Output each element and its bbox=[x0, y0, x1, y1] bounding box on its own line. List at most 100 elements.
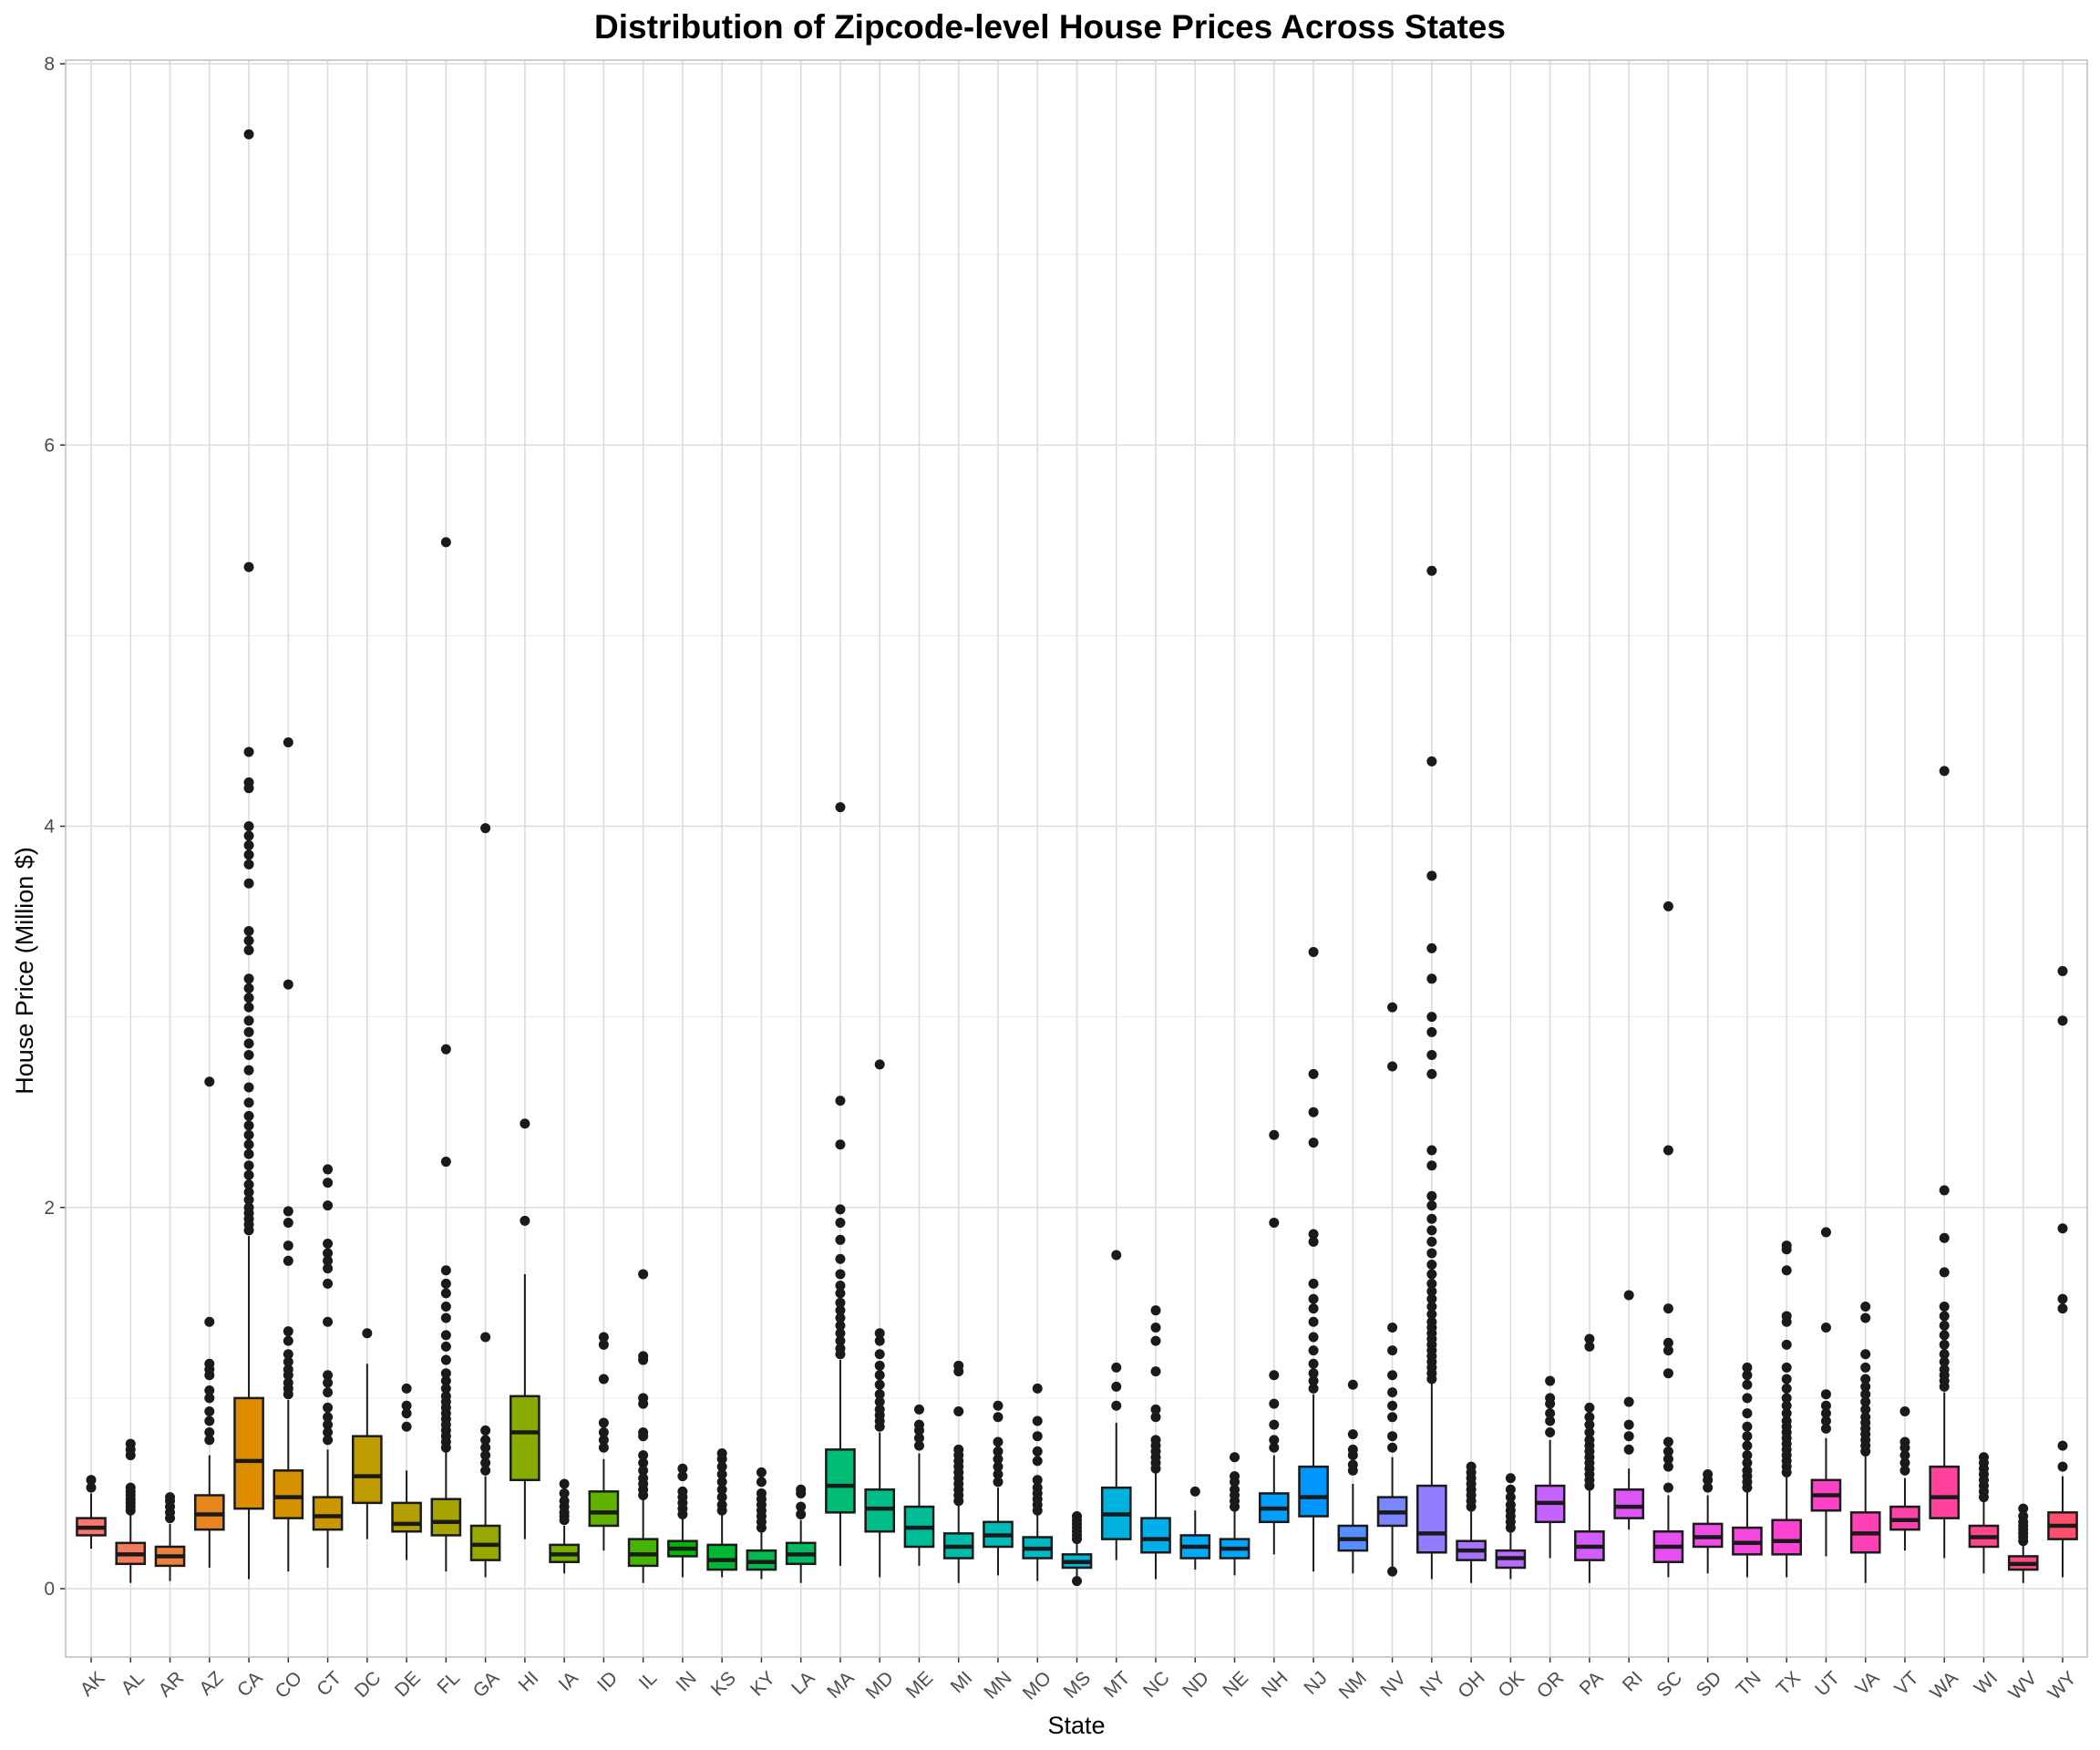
outlier-point bbox=[638, 1427, 649, 1438]
outlier-point bbox=[440, 1265, 451, 1276]
outlier-point bbox=[1111, 1362, 1122, 1373]
outlier-point bbox=[1939, 1330, 1950, 1341]
outlier-point bbox=[598, 1427, 609, 1438]
outlier-point bbox=[1939, 1301, 1950, 1312]
outlier-point bbox=[1505, 1473, 1516, 1484]
outlier-point bbox=[677, 1471, 688, 1482]
box-WI bbox=[1968, 1452, 2000, 1574]
outlier-point bbox=[204, 1427, 215, 1438]
outlier-point bbox=[323, 1263, 334, 1274]
outlier-point bbox=[1426, 1269, 1437, 1280]
outlier-point bbox=[1150, 1366, 1161, 1377]
outlier-point bbox=[835, 1328, 846, 1339]
outlier-point bbox=[913, 1440, 924, 1451]
outlier-point bbox=[323, 1164, 334, 1175]
box-AZ bbox=[193, 1076, 225, 1568]
outlier-point bbox=[1230, 1484, 1240, 1495]
box-OR bbox=[1534, 1375, 1566, 1559]
outlier-point bbox=[1939, 1349, 1950, 1360]
outlier-point bbox=[480, 1450, 491, 1461]
outlier-point bbox=[1387, 1002, 1398, 1013]
outlier-point bbox=[874, 1059, 885, 1070]
outlier-point bbox=[874, 1404, 885, 1415]
outlier-point bbox=[440, 1375, 451, 1386]
box-ND bbox=[1179, 1486, 1211, 1570]
outlier-point bbox=[1662, 1145, 1673, 1156]
outlier-point bbox=[2057, 1293, 2068, 1304]
outlier-point bbox=[1781, 1383, 1792, 1394]
outlier-point bbox=[243, 1097, 254, 1108]
y-tick-label: 0 bbox=[44, 1579, 55, 1600]
iqr-box bbox=[1416, 1484, 1447, 1554]
outlier-point bbox=[1426, 1316, 1437, 1327]
outlier-point bbox=[440, 537, 451, 548]
outlier-point bbox=[1308, 1375, 1319, 1386]
outlier-point bbox=[1426, 1068, 1437, 1079]
outlier-point bbox=[796, 1484, 807, 1495]
outlier-point bbox=[1939, 1339, 1950, 1350]
outlier-point bbox=[440, 1278, 451, 1289]
outlier-point bbox=[323, 1387, 334, 1398]
box-NY bbox=[1416, 565, 1447, 1580]
outlier-point bbox=[480, 1457, 491, 1468]
outlier-point bbox=[1623, 1396, 1634, 1407]
outlier-point bbox=[243, 993, 254, 1004]
outlier-point bbox=[283, 1240, 293, 1251]
box-VT bbox=[1889, 1406, 1920, 1551]
outlier-point bbox=[716, 1448, 727, 1459]
outlier-point bbox=[1662, 901, 1673, 911]
outlier-point bbox=[1150, 1404, 1161, 1415]
outlier-point bbox=[598, 1339, 609, 1350]
outlier-point bbox=[1742, 1362, 1753, 1373]
outlier-point bbox=[1150, 1322, 1161, 1333]
outlier-point bbox=[1662, 1482, 1673, 1493]
box-DE bbox=[391, 1383, 422, 1560]
iqr-box bbox=[1613, 1488, 1644, 1519]
box-GA bbox=[469, 823, 501, 1578]
outlier-point bbox=[243, 746, 254, 757]
outlier-point bbox=[1308, 1107, 1319, 1117]
outlier-point bbox=[440, 1301, 451, 1312]
outlier-point bbox=[1426, 1012, 1437, 1023]
outlier-point bbox=[480, 1435, 491, 1446]
outlier-point bbox=[1781, 1311, 1792, 1322]
outlier-point bbox=[716, 1461, 727, 1472]
outlier-point bbox=[638, 1269, 649, 1280]
outlier-point bbox=[440, 1330, 451, 1341]
box-OK bbox=[1495, 1473, 1527, 1580]
box-OH bbox=[1456, 1461, 1487, 1583]
outlier-point bbox=[716, 1469, 727, 1480]
outlier-point bbox=[243, 859, 254, 870]
outlier-point bbox=[243, 1002, 254, 1013]
outlier-point bbox=[243, 1110, 254, 1121]
outlier-point bbox=[559, 1496, 570, 1507]
outlier-point bbox=[1111, 1250, 1122, 1261]
outlier-point bbox=[835, 1343, 846, 1354]
outlier-point bbox=[2057, 1461, 2068, 1472]
outlier-point bbox=[283, 736, 293, 747]
outlier-point bbox=[243, 1202, 254, 1213]
outlier-point bbox=[1308, 1383, 1319, 1394]
outlier-point bbox=[993, 1412, 1004, 1423]
outlier-point bbox=[323, 1178, 334, 1189]
iqr-box bbox=[430, 1498, 462, 1537]
outlier-point bbox=[1662, 1368, 1673, 1379]
box-NM bbox=[1337, 1379, 1369, 1574]
outlier-point bbox=[1860, 1349, 1871, 1360]
outlier-point bbox=[1545, 1415, 1556, 1426]
outlier-point bbox=[1426, 1286, 1437, 1297]
outlier-point bbox=[204, 1358, 215, 1369]
outlier-point bbox=[243, 839, 254, 850]
outlier-point bbox=[243, 1194, 254, 1205]
outlier-point bbox=[1860, 1381, 1871, 1392]
outlier-point bbox=[598, 1442, 609, 1453]
outlier-point bbox=[835, 1305, 846, 1316]
outlier-point bbox=[1347, 1379, 1358, 1390]
y-tick-label: 2 bbox=[44, 1198, 55, 1219]
outlier-point bbox=[1150, 1335, 1161, 1346]
box-MI bbox=[942, 1360, 974, 1583]
outlier-point bbox=[1426, 1200, 1437, 1211]
outlier-point bbox=[204, 1316, 215, 1327]
outlier-point bbox=[1466, 1461, 1477, 1472]
